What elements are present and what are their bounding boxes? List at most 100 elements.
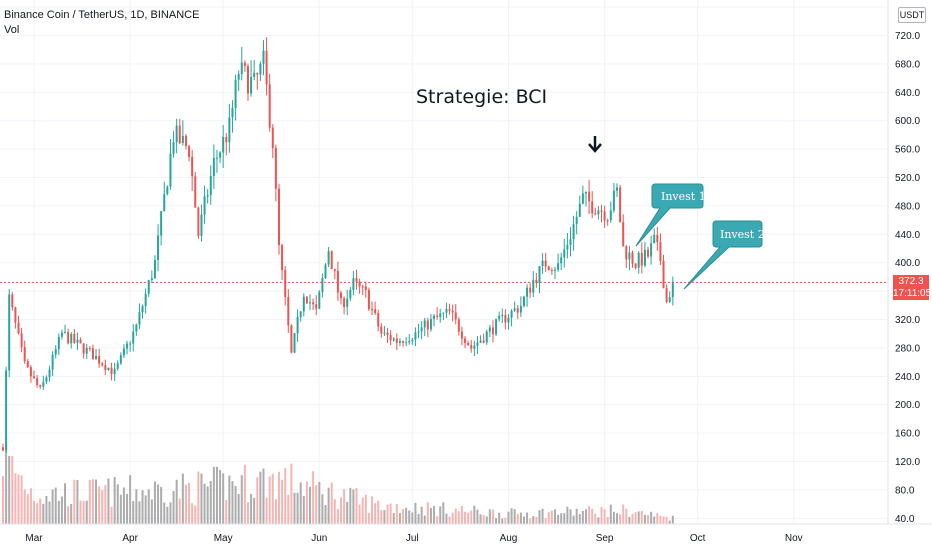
- volume-bar: [439, 506, 442, 524]
- volume-bar: [274, 499, 277, 524]
- candle-body: [33, 376, 36, 379]
- candle-body: [42, 381, 45, 387]
- candle-body: [281, 245, 284, 271]
- volume-bar: [544, 518, 547, 524]
- candle-body: [268, 84, 271, 128]
- strategy-title: Strategie: BCI: [416, 86, 547, 108]
- candle-body: [535, 279, 538, 284]
- volume-bar: [172, 491, 175, 524]
- volume-bar: [550, 510, 553, 524]
- candle-body: [88, 347, 91, 349]
- callout-invest-1[interactable]: Invest 1: [635, 183, 706, 247]
- volume-bar: [637, 511, 640, 524]
- volume-bar: [200, 473, 203, 524]
- candle-body: [240, 62, 243, 74]
- callout-invest-2[interactable]: Invest 2: [683, 220, 765, 290]
- candle-body: [327, 251, 330, 265]
- candle-body: [482, 340, 485, 343]
- candle-body: [439, 313, 442, 317]
- volume-bar: [14, 473, 17, 524]
- volume-bar: [42, 503, 45, 524]
- candle-body: [516, 308, 519, 313]
- volume-bar: [420, 506, 423, 524]
- time-tick-label: Mar: [25, 533, 43, 544]
- candle-body: [541, 260, 544, 267]
- candle-body: [656, 234, 659, 243]
- volume-bar: [160, 487, 163, 524]
- price-tick-label: 560.0: [895, 145, 920, 156]
- candle-body: [538, 266, 541, 284]
- candle-body: [222, 136, 225, 153]
- candle-body: [600, 210, 603, 212]
- candle-body: [321, 278, 324, 292]
- candle-body: [160, 211, 163, 236]
- volume-bar: [330, 482, 333, 524]
- candle-body: [26, 361, 29, 368]
- candle-body: [581, 193, 584, 204]
- price-axis[interactable]: 40.0 80.0 120.0 160.0 200.0 240.0 280.0 320.0 40…: [895, 31, 920, 525]
- candle-body: [522, 296, 525, 306]
- candle-body: [352, 278, 355, 290]
- price-tick-label: 160.0: [895, 429, 920, 440]
- volume-bar: [324, 505, 327, 524]
- candle-body: [553, 269, 556, 271]
- candle-body: [464, 338, 467, 343]
- volume-bar: [398, 513, 401, 524]
- candle-body: [166, 186, 169, 195]
- candle-body: [612, 190, 615, 211]
- candle-body: [367, 289, 370, 310]
- time-axis[interactable]: MarAprMayJunJulAugSepOctNov22: [0, 523, 932, 544]
- candle-body: [622, 222, 625, 247]
- candle-body: [215, 157, 218, 159]
- volume-bar: [668, 520, 671, 524]
- volume-bar: [45, 495, 48, 524]
- currency-badge[interactable]: USDT: [898, 7, 926, 23]
- candle-body: [460, 331, 463, 339]
- candle-body: [507, 317, 510, 323]
- volume-bar: [473, 505, 476, 524]
- candle-body: [17, 322, 20, 334]
- candle-body: [575, 216, 578, 225]
- volume-bar: [305, 481, 308, 524]
- volume-bar: [126, 493, 129, 524]
- volume-bar: [612, 511, 615, 524]
- volume-bar: [88, 479, 91, 524]
- candle-body: [557, 263, 560, 270]
- volume-bar: [321, 494, 324, 524]
- volume-bar: [327, 487, 330, 524]
- volume-bar: [82, 501, 85, 524]
- volume-bar: [513, 509, 516, 524]
- volume-bar: [569, 509, 572, 524]
- volume-bar: [79, 500, 82, 524]
- volume-bar: [23, 489, 26, 524]
- volume-bar: [336, 508, 339, 524]
- time-tick-label: Oct: [690, 533, 706, 544]
- candle-body: [408, 341, 411, 343]
- candle-body: [470, 345, 473, 349]
- volume-bar: [135, 489, 138, 524]
- volume-bar: [377, 500, 380, 524]
- candle-body: [389, 335, 392, 341]
- candle-body: [67, 332, 70, 344]
- volume-bar: [299, 482, 302, 524]
- candle-body: [374, 309, 377, 314]
- volume-bar: [464, 511, 467, 524]
- volume-bar: [175, 479, 178, 524]
- candle-body: [178, 125, 181, 144]
- volume-bar: [662, 516, 665, 524]
- volume-bar: [246, 502, 249, 524]
- candle-body: [594, 213, 597, 215]
- volume-bar: [231, 481, 234, 524]
- volume-bar: [476, 509, 479, 524]
- volume-bar: [609, 504, 612, 524]
- time-tick-label: Jun: [311, 533, 327, 544]
- volume-bar: [575, 508, 578, 524]
- volume-bar: [560, 513, 563, 524]
- volume-bar: [526, 512, 529, 524]
- last-price-tag: 372.3: [893, 275, 929, 289]
- candle-body: [98, 355, 101, 364]
- candle-body: [82, 343, 85, 354]
- candle-body: [609, 210, 612, 221]
- volume-bar: [588, 506, 591, 524]
